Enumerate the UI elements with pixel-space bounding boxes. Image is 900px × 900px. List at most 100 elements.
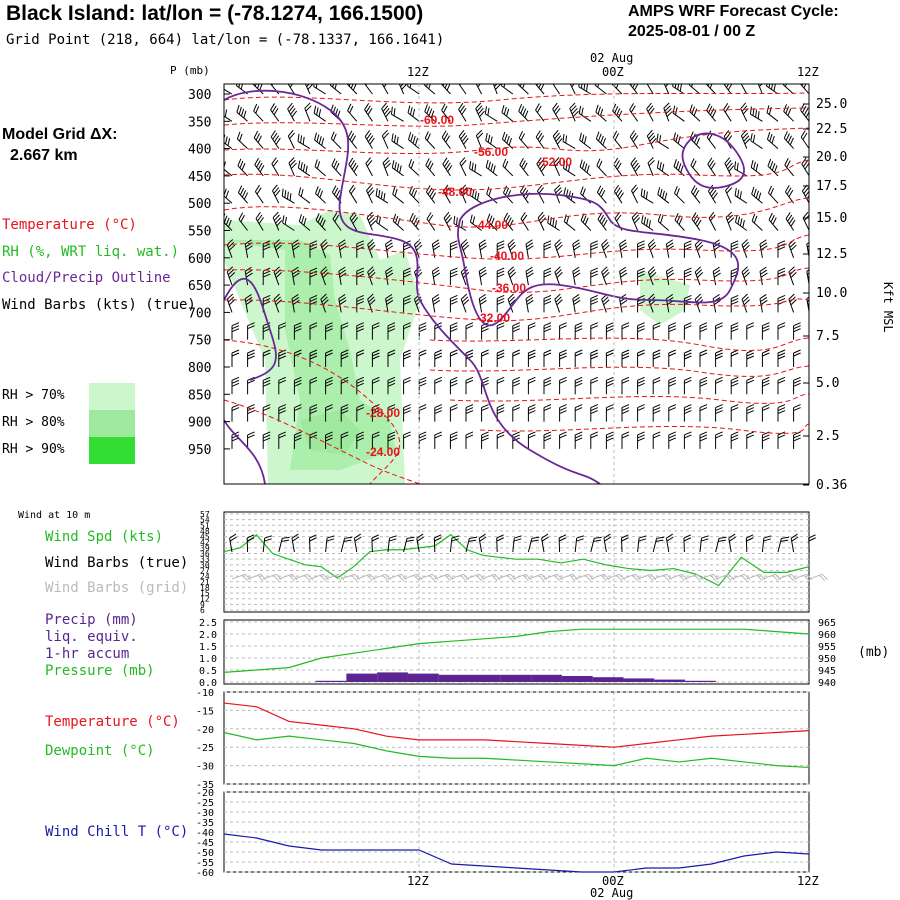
wind-barb xyxy=(715,536,727,553)
wind-barb xyxy=(694,239,704,258)
wind-barb xyxy=(390,106,404,122)
wind-barb xyxy=(475,102,485,122)
wind-barb xyxy=(785,212,796,231)
wind-barb xyxy=(683,534,692,553)
wind-barb xyxy=(340,404,349,422)
wind-speed-label: Wind Spd (kts) xyxy=(45,529,164,545)
wind-barb xyxy=(793,431,801,449)
wind-barb xyxy=(325,322,333,340)
pressure-tick-label: 300 xyxy=(188,88,211,103)
wind-barb xyxy=(520,212,529,231)
wind-barb xyxy=(750,133,763,150)
wind-barb xyxy=(525,294,534,313)
wind-barb xyxy=(442,157,453,177)
wind-barb xyxy=(356,267,364,286)
wind-barb xyxy=(286,84,295,95)
pressure-tick-label: 500 xyxy=(188,197,211,212)
height-tick-label: 25.0 xyxy=(816,97,847,112)
wind-barb xyxy=(403,404,411,422)
wind-barb xyxy=(590,404,598,422)
time-label-top: 00Z xyxy=(602,65,624,79)
pressure-tick-label: 940 xyxy=(818,678,836,689)
legend-rh70-swatch xyxy=(89,383,135,410)
wind-barb xyxy=(347,103,358,122)
wind-barb xyxy=(637,404,645,422)
wind-barb xyxy=(385,266,394,286)
wind-barb xyxy=(236,104,248,122)
wind-barb xyxy=(596,158,607,177)
wind-barb xyxy=(527,349,536,367)
wind-barb xyxy=(527,404,536,422)
wind-barb xyxy=(356,349,364,367)
wind-barb xyxy=(783,131,794,149)
wind-barb xyxy=(460,293,470,313)
wind-barb xyxy=(518,104,529,122)
wind-barb xyxy=(741,293,750,313)
wind-barb xyxy=(707,157,717,177)
height-tick-label: 10.0 xyxy=(816,286,847,301)
wind-barb xyxy=(759,266,768,286)
wind-barb xyxy=(558,534,567,553)
wind-barb xyxy=(484,106,498,122)
wind-barb xyxy=(278,404,286,422)
precip-bar xyxy=(623,678,655,682)
wind-barb xyxy=(418,404,427,422)
temp-panel-frame xyxy=(223,691,810,785)
wind-barb xyxy=(475,129,484,149)
wind-barb xyxy=(278,322,286,340)
wind-barb xyxy=(224,134,233,150)
time-label-bottom: 12Z xyxy=(797,874,819,888)
wind-barb xyxy=(320,293,329,313)
pressure-tick-label: 950 xyxy=(188,443,211,458)
wind-barb xyxy=(662,84,672,95)
wind-barb xyxy=(525,239,534,258)
wind-barb xyxy=(423,84,436,95)
wind-barb xyxy=(668,322,676,340)
temp-contour-label: -40.00 xyxy=(490,249,524,263)
precip-bar xyxy=(407,673,439,682)
wind-barb xyxy=(652,536,665,553)
wind-barb xyxy=(688,84,701,95)
wind-barb xyxy=(503,212,514,231)
wind-barb xyxy=(783,104,794,122)
temp-contour-label: -60.00 xyxy=(420,113,454,127)
wind-barb xyxy=(309,376,318,395)
wind-barb xyxy=(375,188,389,204)
wind-barb xyxy=(631,184,639,204)
wind-barb xyxy=(536,157,547,177)
temp-contour-label: -36.00 xyxy=(492,281,526,295)
pressure-tick-label: 960 xyxy=(818,630,836,641)
precip-bar xyxy=(592,677,624,682)
wind-barb xyxy=(278,376,286,395)
wind-barb xyxy=(314,132,326,149)
wind-barb xyxy=(611,84,623,95)
wind-barb xyxy=(761,431,770,449)
wind-barb xyxy=(297,160,311,177)
wind-barb xyxy=(553,157,561,177)
wind-barb xyxy=(496,294,505,313)
wind-barb xyxy=(777,431,786,449)
legend-rh: RH (%, WRT liq. wat.) xyxy=(2,244,180,260)
wind-barb xyxy=(734,161,748,177)
wind-barb xyxy=(320,266,329,286)
wind-barb xyxy=(433,534,442,553)
wind-barb xyxy=(391,160,404,177)
wind-barb xyxy=(262,431,271,449)
wind-barb xyxy=(271,157,280,177)
wind-barb xyxy=(766,132,779,149)
wind-tick-label: 9 xyxy=(200,600,205,609)
wind-barb xyxy=(325,376,333,395)
wind-barb xyxy=(231,404,240,422)
legend-rh80-label: RH > 80% xyxy=(2,415,65,430)
wind-barb xyxy=(387,535,397,553)
height-tick-label: 15.0 xyxy=(816,211,847,226)
precip-tick-label: 0.0 xyxy=(199,678,217,689)
wind-barb xyxy=(440,84,451,95)
wind-barb xyxy=(621,534,629,553)
wind-barb xyxy=(293,431,302,449)
wind-barb xyxy=(496,431,505,449)
wind-barb xyxy=(590,322,598,340)
wind-barb xyxy=(730,404,739,422)
wind-barb xyxy=(665,266,675,286)
wind-tick-label: 54 xyxy=(200,516,210,525)
